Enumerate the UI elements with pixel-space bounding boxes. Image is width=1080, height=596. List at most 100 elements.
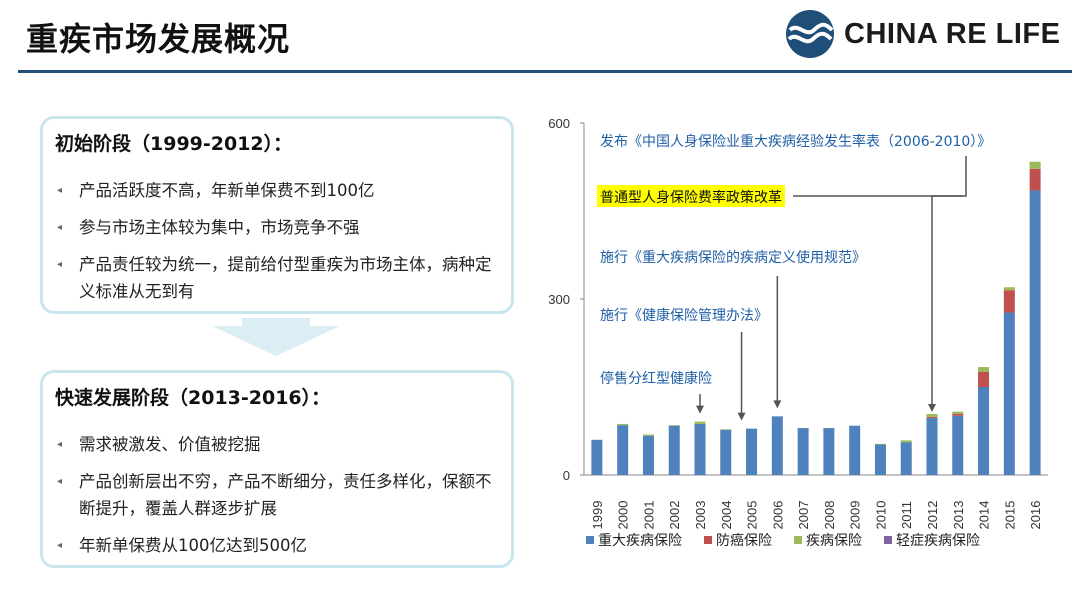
x-tick-label: 2012 <box>925 501 940 530</box>
x-tick-label: 2000 <box>616 501 631 530</box>
y-tick-label: 600 <box>548 116 570 131</box>
legend-swatch <box>884 536 892 544</box>
premium-stacked-bar-chart: 0 300 600 1999 2000 2001 2002 2003 2004 2005 2006 2… <box>548 116 1048 549</box>
bullet-text: 年新单保费从100亿达到500亿 <box>79 536 307 555</box>
bar-segment <box>1003 312 1015 475</box>
bar-segment <box>797 428 809 475</box>
list-item: ◂ 产品活跃度不高，年新单保费不到100亿 <box>57 177 499 204</box>
bullet-text: 产品责任较为统一，提前给付型重疾为市场主体，病种定义标准从无到有 <box>79 255 492 301</box>
bar-segment <box>642 435 654 475</box>
bar-segment <box>926 416 938 419</box>
list-item: ◂ 年新单保费从100亿达到500亿 <box>57 532 499 559</box>
arrow-head-icon <box>696 405 704 414</box>
bar-segment <box>720 429 732 430</box>
bullet-marker-icon: ◂ <box>57 185 63 196</box>
annotation-highlight <box>597 185 785 207</box>
bullet-text: 参与市场主体较为集中，市场竞争不强 <box>79 218 360 237</box>
bullet-marker-icon: ◂ <box>57 259 63 270</box>
bar-segment <box>900 442 912 475</box>
legend-swatch <box>586 536 594 544</box>
x-tick-label: 2005 <box>745 501 760 530</box>
x-tick-label: 2004 <box>719 501 734 530</box>
bar-segment <box>1029 161 1041 169</box>
arrow-head-icon <box>773 400 782 409</box>
bar-segment <box>952 411 964 414</box>
legend-label: 重大疾病保险 <box>598 533 682 549</box>
chart-annotation: 普通型人身保险费率政策改革 <box>600 189 782 206</box>
list-item: ◂ 参与市场主体较为集中，市场竞争不强 <box>57 214 499 241</box>
bar-segment <box>849 425 861 475</box>
bar-segment <box>926 413 938 417</box>
list-item: ◂ 产品创新层出不穷，产品不断细分，责任多样化，保额不断提升，覆盖人群逐步扩展 <box>57 468 499 522</box>
bar-segment <box>617 425 629 475</box>
chart-annotation: 施行《重大疾病保险的疾病定义使用规范》 <box>600 249 866 266</box>
company-logo: CHINA RE LIFE <box>784 8 1060 60</box>
bar-segment <box>694 421 706 424</box>
arrow-head-icon <box>928 403 936 412</box>
chart-annotation: 施行《健康保险管理办法》 <box>600 307 768 324</box>
chart-annotation: 发布《中国人身保险业重大疾病经验发生率表（2006-2010）》 <box>600 133 991 150</box>
bar-segment <box>952 415 964 475</box>
bullet-text: 需求被激发、价值被挖掘 <box>79 435 261 454</box>
stage-transition-arrow-stem <box>242 318 310 328</box>
legend-label: 疾病保险 <box>806 533 862 549</box>
bullet-marker-icon: ◂ <box>57 439 63 450</box>
x-tick-label: 2007 <box>796 501 811 530</box>
header-divider <box>18 70 1072 73</box>
legend-swatch <box>704 536 712 544</box>
bar-segment <box>978 367 990 372</box>
x-tick-label: 2013 <box>951 501 966 530</box>
x-tick-label: 2016 <box>1028 501 1043 530</box>
x-tick-label: 2006 <box>770 501 785 530</box>
bullet-text: 产品创新层出不穷，产品不断细分，责任多样化，保额不断提升，覆盖人群逐步扩展 <box>79 472 492 518</box>
bar-segment <box>1029 190 1041 475</box>
x-tick-label: 2014 <box>977 501 992 530</box>
y-tick-label: 300 <box>548 292 570 307</box>
bar-segment <box>771 416 783 475</box>
stage1-card: 初始阶段（1999-2012）： ◂ 产品活跃度不高，年新单保费不到100亿 ◂ 参… <box>40 116 514 314</box>
bar-segment <box>874 444 886 475</box>
bar-segment <box>1003 287 1015 291</box>
bullet-marker-icon: ◂ <box>57 476 63 487</box>
bar-segment <box>642 434 654 436</box>
wave-circle-icon <box>786 10 834 58</box>
down-arrow-icon <box>212 326 340 356</box>
legend-label: 轻症疾病保险 <box>896 533 980 549</box>
list-item: ◂ 需求被激发、价值被挖掘 <box>57 431 499 458</box>
bar-segment <box>874 443 886 445</box>
bullet-marker-icon: ◂ <box>57 540 63 551</box>
bar-segment <box>720 429 732 475</box>
bullet-text: 产品活跃度不高，年新单保费不到100亿 <box>79 181 375 200</box>
annotation-connector <box>931 156 967 406</box>
x-tick-label: 2011 <box>899 501 914 529</box>
bar-segment <box>978 371 990 387</box>
x-tick-label: 2003 <box>693 501 708 530</box>
x-tick-label: 2010 <box>873 501 888 530</box>
bar-segment <box>668 425 680 426</box>
legend-label: 防癌保险 <box>716 533 772 549</box>
bar-segment <box>1003 290 1015 313</box>
bar-segment <box>952 413 964 416</box>
stage2-heading: 快速发展阶段（2013-2016）： <box>55 387 331 409</box>
bar-segment <box>746 428 758 475</box>
x-tick-label: 1999 <box>590 501 605 530</box>
bullet-marker-icon: ◂ <box>57 222 63 233</box>
logo-text: CHINA RE LIFE <box>844 17 1061 50</box>
bar-segment <box>617 423 629 426</box>
bar-segment <box>978 387 990 475</box>
list-item: ◂ 产品责任较为统一，提前给付型重疾为市场主体，病种定义标准从无到有 <box>57 251 499 305</box>
bar-segment <box>823 428 835 475</box>
page-title: 重疾市场发展概况 <box>26 20 291 58</box>
stage1-heading: 初始阶段（1999-2012）： <box>55 133 293 155</box>
legend-swatch <box>794 536 802 544</box>
x-tick-label: 2002 <box>667 501 682 530</box>
bar-segment <box>926 418 938 475</box>
stage2-card: 快速发展阶段（2013-2016）： ◂ 需求被激发、价值被挖掘 ◂ 产品创新层出不… <box>40 370 514 568</box>
stage1-bullet-list: ◂ 产品活跃度不高，年新单保费不到100亿 ◂ 参与市场主体较为集中，市场竞争不强 … <box>57 177 499 315</box>
bar-segment <box>668 425 680 475</box>
bar-segment <box>900 440 912 443</box>
bar-segment <box>591 439 603 475</box>
x-tick-label: 2008 <box>822 501 837 530</box>
chart-annotation: 停售分红型健康险 <box>600 370 712 387</box>
x-tick-label: 2009 <box>848 501 863 530</box>
